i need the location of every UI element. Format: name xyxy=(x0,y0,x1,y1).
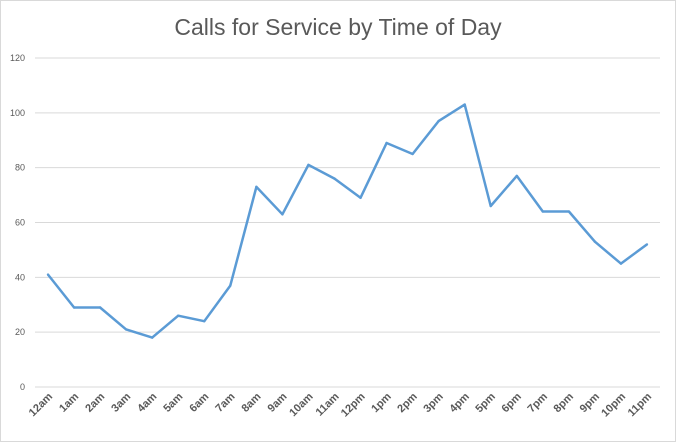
y-tick-label: 40 xyxy=(15,272,25,282)
x-tick-label: 7pm xyxy=(526,391,551,416)
series-layer xyxy=(46,103,649,339)
data-point-6pm xyxy=(515,174,518,178)
y-tick-label: 20 xyxy=(15,327,25,337)
x-tick-label: 3pm xyxy=(421,391,446,416)
data-point-6am xyxy=(203,320,206,323)
x-tick-label: 1am xyxy=(57,391,81,415)
x-tick-label: 6am xyxy=(187,391,211,415)
data-point-10pm xyxy=(619,262,623,265)
data-point-9am xyxy=(281,213,284,216)
data-point-5pm xyxy=(489,204,492,208)
x-tick-label: 8am xyxy=(239,391,263,415)
y-tick-label: 0 xyxy=(20,382,25,392)
data-point-12am xyxy=(46,273,50,276)
series-line xyxy=(47,103,648,339)
data-point-3pm xyxy=(437,119,440,123)
y-tick-label: 100 xyxy=(10,108,25,118)
data-point-10am xyxy=(307,163,310,167)
y-tick-label: 60 xyxy=(15,218,25,228)
data-point-8am xyxy=(255,185,258,189)
x-tick-label: 12am xyxy=(27,391,56,420)
data-point-1am xyxy=(72,306,76,309)
y-tick-label: 80 xyxy=(15,163,25,173)
x-tick-label: 4am xyxy=(135,391,159,415)
x-tick-label: 9am xyxy=(266,391,290,415)
x-tick-label: 11pm xyxy=(626,391,655,420)
data-point-2am xyxy=(98,306,102,309)
x-tick-label: 11am xyxy=(314,391,342,419)
y-tick-label: 120 xyxy=(10,53,25,63)
gridlines xyxy=(35,57,660,388)
x-tick-label: 5am xyxy=(161,391,185,415)
data-point-11am xyxy=(333,177,336,180)
data-point-8pm xyxy=(567,210,571,213)
x-tick-label: 4pm xyxy=(447,391,472,416)
data-point-7am xyxy=(229,284,232,287)
data-point-7pm xyxy=(541,210,545,213)
x-tick-label: 7am xyxy=(213,391,237,415)
data-point-12pm xyxy=(359,196,362,200)
chart-title: Calls for Service by Time of Day xyxy=(174,14,502,40)
data-point-3am xyxy=(124,328,128,331)
x-tick-label: 12pm xyxy=(339,391,368,420)
data-point-4pm xyxy=(463,103,466,106)
x-tick-label: 8pm xyxy=(552,391,577,416)
x-axis-tick-labels: 12am 1am 2am 3am 4am 5am 6am 7am 8am 9am10am11am1… xyxy=(27,391,654,420)
data-point-1pm xyxy=(385,141,388,145)
x-tick-label: 10pm xyxy=(599,391,628,420)
data-point-4am xyxy=(150,336,154,339)
x-tick-label: 2pm xyxy=(395,391,420,416)
data-point-11pm xyxy=(645,243,649,246)
data-point-2pm xyxy=(411,152,414,156)
data-point-9pm xyxy=(593,240,597,243)
x-tick-label: 3am xyxy=(109,391,133,415)
y-axis-tick-labels: 0 20 40 60 80 100 120 xyxy=(10,53,25,392)
x-tick-label: 1pm xyxy=(369,391,394,416)
x-tick-label: 6pm xyxy=(499,391,524,416)
x-tick-label: 5pm xyxy=(473,391,498,416)
data-point-5am xyxy=(177,314,180,317)
x-tick-label: 2am xyxy=(83,391,107,415)
x-tick-label: 10am xyxy=(287,391,316,420)
